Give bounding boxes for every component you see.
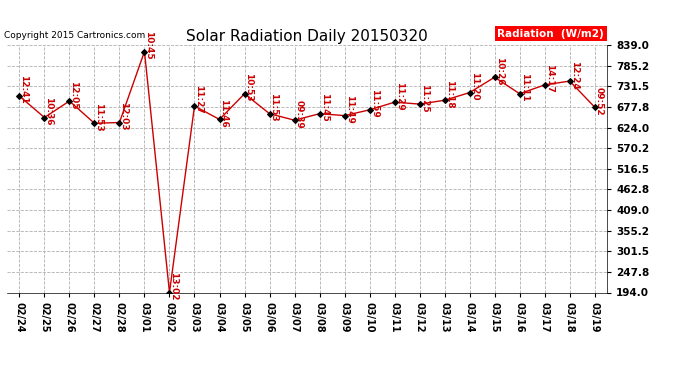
Point xyxy=(214,117,225,123)
Point xyxy=(64,98,75,104)
Point xyxy=(539,82,550,88)
Text: 09:39: 09:39 xyxy=(295,100,304,128)
Point xyxy=(139,48,150,54)
Title: Solar Radiation Daily 20150320: Solar Radiation Daily 20150320 xyxy=(186,29,428,44)
Point xyxy=(314,111,325,117)
Point xyxy=(514,91,525,97)
Point xyxy=(114,120,125,126)
Point xyxy=(414,101,425,107)
Point xyxy=(364,107,375,113)
Text: 11:18: 11:18 xyxy=(444,80,453,108)
Text: Radiation  (W/m2): Radiation (W/m2) xyxy=(497,29,604,39)
Point xyxy=(89,120,100,126)
Point xyxy=(489,74,500,80)
Text: 11:59: 11:59 xyxy=(370,89,379,118)
Point xyxy=(339,112,350,118)
Text: 12:03: 12:03 xyxy=(119,102,128,130)
Text: 11:53: 11:53 xyxy=(95,103,103,131)
Text: 11:20: 11:20 xyxy=(470,72,479,100)
Text: 11:25: 11:25 xyxy=(420,84,428,112)
Point xyxy=(189,103,200,109)
Point xyxy=(589,104,600,110)
Text: 11:45: 11:45 xyxy=(319,93,328,122)
Point xyxy=(564,78,575,84)
Text: 14:17: 14:17 xyxy=(544,64,553,93)
Text: 11:53: 11:53 xyxy=(270,93,279,122)
Point xyxy=(164,290,175,296)
Text: 10:36: 10:36 xyxy=(44,97,53,126)
Text: 11:11: 11:11 xyxy=(520,73,529,102)
Text: 09:52: 09:52 xyxy=(595,87,604,115)
Point xyxy=(389,99,400,105)
Text: 10:53: 10:53 xyxy=(244,73,253,102)
Point xyxy=(239,91,250,97)
Point xyxy=(464,90,475,96)
Text: 12:41: 12:41 xyxy=(19,75,28,104)
Text: 13:02: 13:02 xyxy=(170,272,179,301)
Text: 11:27: 11:27 xyxy=(195,86,204,114)
Text: 10:26: 10:26 xyxy=(495,57,504,85)
Point xyxy=(14,93,25,99)
Point xyxy=(439,97,450,103)
Point xyxy=(264,111,275,117)
Text: 11:49: 11:49 xyxy=(344,95,353,124)
Text: 10:45: 10:45 xyxy=(144,31,153,60)
Text: 11:46: 11:46 xyxy=(219,99,228,128)
Text: 12:24: 12:24 xyxy=(570,60,579,89)
Text: Copyright 2015 Cartronics.com: Copyright 2015 Cartronics.com xyxy=(4,31,145,40)
Point xyxy=(39,114,50,120)
Text: 12:05: 12:05 xyxy=(70,81,79,109)
Point xyxy=(289,117,300,123)
Text: 11:29: 11:29 xyxy=(395,82,404,110)
